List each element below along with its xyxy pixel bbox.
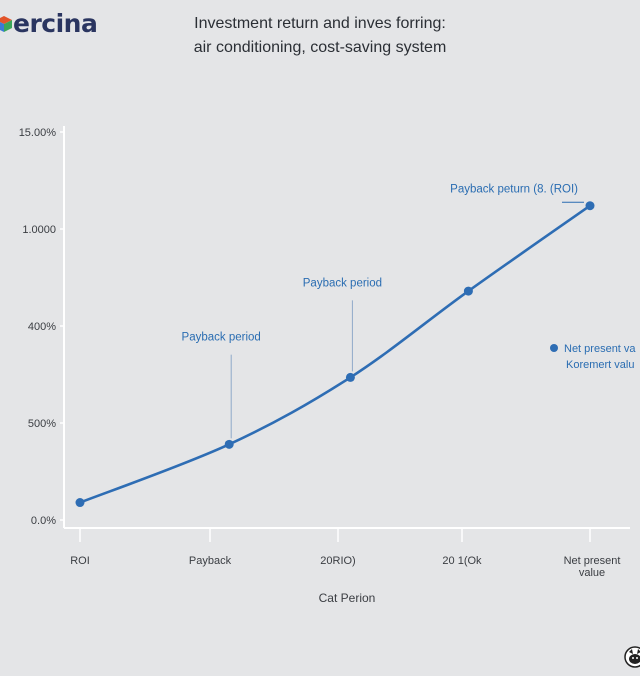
brand-logo: ercina bbox=[0, 8, 98, 38]
legend-entry: Net present va bbox=[564, 343, 636, 355]
x-tick-label: 20RIO) bbox=[320, 555, 355, 567]
cube-logo-icon bbox=[0, 16, 12, 32]
annotation-label: Payback peturn (8. (ROI) bbox=[450, 183, 578, 195]
x-tick-label: ROI bbox=[70, 555, 90, 567]
chart-title-line-2: air conditioning, cost-saving system bbox=[193, 39, 447, 56]
series-line bbox=[78, 204, 592, 504]
cat-face-icon bbox=[624, 646, 640, 668]
data-point bbox=[463, 286, 473, 296]
chart-title: Investment return and inves forring: air… bbox=[120, 12, 520, 60]
annotation-label: Payback period bbox=[303, 277, 382, 289]
y-tick-label: 0.0% bbox=[31, 515, 56, 527]
data-point bbox=[224, 439, 234, 449]
y-tick-label: 400% bbox=[28, 321, 56, 333]
x-tick-label: Net present bbox=[564, 555, 621, 567]
data-point bbox=[345, 372, 355, 382]
legend-marker bbox=[550, 344, 558, 352]
legend-entry: Koremert valu bbox=[566, 359, 634, 371]
chart-title-line-1: Investment return and inves forring: bbox=[194, 15, 446, 32]
brand-name: ercina bbox=[13, 8, 98, 38]
y-tick-label: 15.00% bbox=[19, 127, 57, 139]
data-point bbox=[75, 498, 85, 508]
x-tick-label: 20 1(Ok bbox=[442, 555, 482, 567]
y-tick-label: 1.0000 bbox=[22, 224, 56, 236]
data-point bbox=[585, 201, 595, 211]
y-tick-label: 500% bbox=[28, 418, 56, 430]
x-axis-label: Cat Perion bbox=[319, 591, 376, 605]
annotation-label: Payback period bbox=[182, 332, 261, 344]
x-tick-label: value bbox=[579, 567, 605, 579]
x-tick-label: Payback bbox=[189, 555, 232, 567]
